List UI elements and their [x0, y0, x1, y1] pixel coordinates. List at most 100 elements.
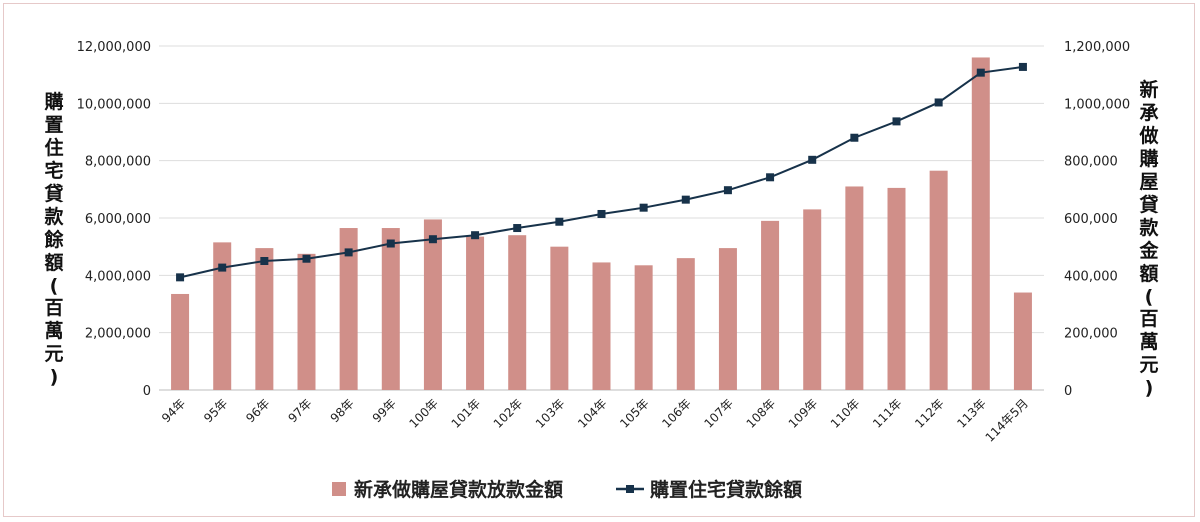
right-axis-title-char: 新 [1139, 78, 1158, 101]
left-axis-title-char: 額 [44, 251, 63, 274]
right-axis-title-char: 承 [1139, 102, 1158, 124]
x-tick-label: 107年 [701, 396, 736, 431]
left-tick-label: 8,000,000 [85, 155, 151, 170]
x-tick-label: 95年 [201, 396, 230, 425]
x-tick-label: 111年 [870, 396, 905, 431]
left-axis-ticks: 0 2,000,000 4,000,000 6,000,000 8,000,000 10,… [77, 40, 151, 399]
right-axis-title-char: 額 [1139, 262, 1158, 285]
x-axis-ticks: 94年 95年 96年 97年 98年 99年 100年 101年 102年 103年 104年 10… [159, 396, 1031, 444]
bar [592, 262, 611, 390]
left-axis-title-char: ) [50, 366, 59, 388]
left-axis-title-char: 百 [44, 297, 63, 319]
bar [508, 235, 527, 390]
right-axis-title-char: 金 [1138, 239, 1159, 262]
combo-chart: 0 2,000,000 4,000,000 6,000,000 8,000,000 10,… [43, 40, 1159, 501]
legend-label-bar: 新承做購屋貸款放款金額 [354, 478, 563, 501]
bar-series [171, 57, 1032, 390]
line-marker [260, 257, 269, 265]
x-tick-label: 94年 [159, 396, 188, 425]
chart-frame: 0 2,000,000 4,000,000 6,000,000 8,000,000 10,… [3, 3, 1195, 517]
line-marker [344, 248, 353, 257]
right-tick-label: 800,000 [1064, 155, 1118, 170]
line-marker [218, 263, 227, 272]
x-tick-label: 105年 [617, 396, 652, 431]
legend-swatch-marker [626, 485, 634, 493]
right-tick-label: 600,000 [1064, 212, 1118, 227]
right-axis-title-char: 貸 [1138, 193, 1158, 216]
bar [339, 228, 358, 390]
bar [381, 228, 400, 390]
bar [803, 209, 822, 390]
x-tick-label: 99年 [370, 396, 399, 425]
bar [466, 236, 485, 390]
bar [887, 187, 906, 390]
x-tick-label: 104年 [575, 396, 610, 431]
right-axis-title-char: 萬 [1139, 331, 1158, 353]
right-axis-title-char: 屋 [1139, 171, 1158, 193]
left-axis-title-char: ( [50, 275, 59, 297]
line-marker [766, 173, 775, 182]
x-tick-label: 109年 [786, 396, 821, 431]
bar [634, 265, 653, 390]
bar [929, 170, 948, 390]
line-marker [513, 224, 522, 233]
x-tick-label: 113年 [954, 396, 989, 431]
line-marker [302, 254, 311, 263]
bar [761, 220, 780, 390]
line-marker [681, 195, 690, 204]
legend: 新承做購屋貸款放款金額 購置住宅貸款餘額 [332, 478, 802, 501]
left-axis-title-char: 宅 [44, 159, 63, 182]
left-axis-title-char: 購 [44, 90, 63, 113]
right-tick-label: 0 [1064, 384, 1072, 399]
left-axis-title-char: 置 [44, 114, 63, 136]
right-axis-title-char: ) [1145, 377, 1154, 399]
left-axis-title: 購置住宅貸款餘額(百萬元) [43, 90, 64, 388]
left-tick-label: 4,000,000 [85, 269, 151, 284]
bar [213, 242, 232, 390]
x-tick-label: 98年 [328, 396, 357, 425]
line-series [176, 62, 1027, 282]
bar [171, 293, 190, 390]
right-axis-title-char: 購 [1139, 147, 1158, 170]
line-marker [1018, 62, 1027, 71]
x-tick-label: 106年 [659, 396, 694, 431]
right-axis-title-char: ( [1145, 286, 1154, 308]
line-marker [597, 209, 606, 218]
left-axis-title-char: 款 [44, 205, 64, 228]
bar [676, 258, 695, 390]
bar [1013, 292, 1032, 390]
left-tick-label: 2,000,000 [85, 327, 151, 342]
right-axis-title-char: 做 [1138, 124, 1158, 147]
line-marker [471, 231, 480, 240]
left-axis-title-char: 住 [44, 136, 63, 159]
line-marker [176, 273, 185, 282]
right-tick-label: 200,000 [1064, 327, 1118, 342]
line-marker [850, 133, 859, 142]
x-tick-label: 108年 [744, 396, 779, 431]
right-tick-label: 400,000 [1064, 269, 1118, 284]
x-tick-label: 114年5月 [983, 396, 1031, 444]
left-tick-label: 10,000,000 [77, 97, 151, 112]
line-marker [934, 98, 943, 107]
line-marker [976, 68, 985, 77]
left-tick-label: 0 [143, 384, 151, 399]
line-marker [428, 235, 437, 244]
right-axis-ticks: 0 200,000 400,000 600,000 800,000 1,000,000 1,… [1064, 40, 1130, 399]
left-axis-title-char: 萬 [44, 320, 63, 342]
right-axis-title-char: 百 [1139, 308, 1158, 330]
x-tick-label: 100年 [406, 396, 441, 431]
right-axis-title-char: 元 [1139, 354, 1158, 376]
x-tick-label: 110年 [828, 396, 863, 431]
line-marker [555, 217, 564, 226]
bar [423, 219, 442, 390]
left-tick-label: 12,000,000 [77, 40, 151, 55]
line-marker [723, 186, 732, 195]
bar [845, 186, 864, 390]
left-axis-title-char: 元 [44, 343, 63, 365]
left-axis-title-char: 餘 [44, 228, 64, 251]
x-tick-label: 112年 [912, 396, 947, 431]
x-tick-label: 97年 [285, 396, 314, 425]
bar [550, 246, 569, 390]
bar [297, 253, 316, 390]
